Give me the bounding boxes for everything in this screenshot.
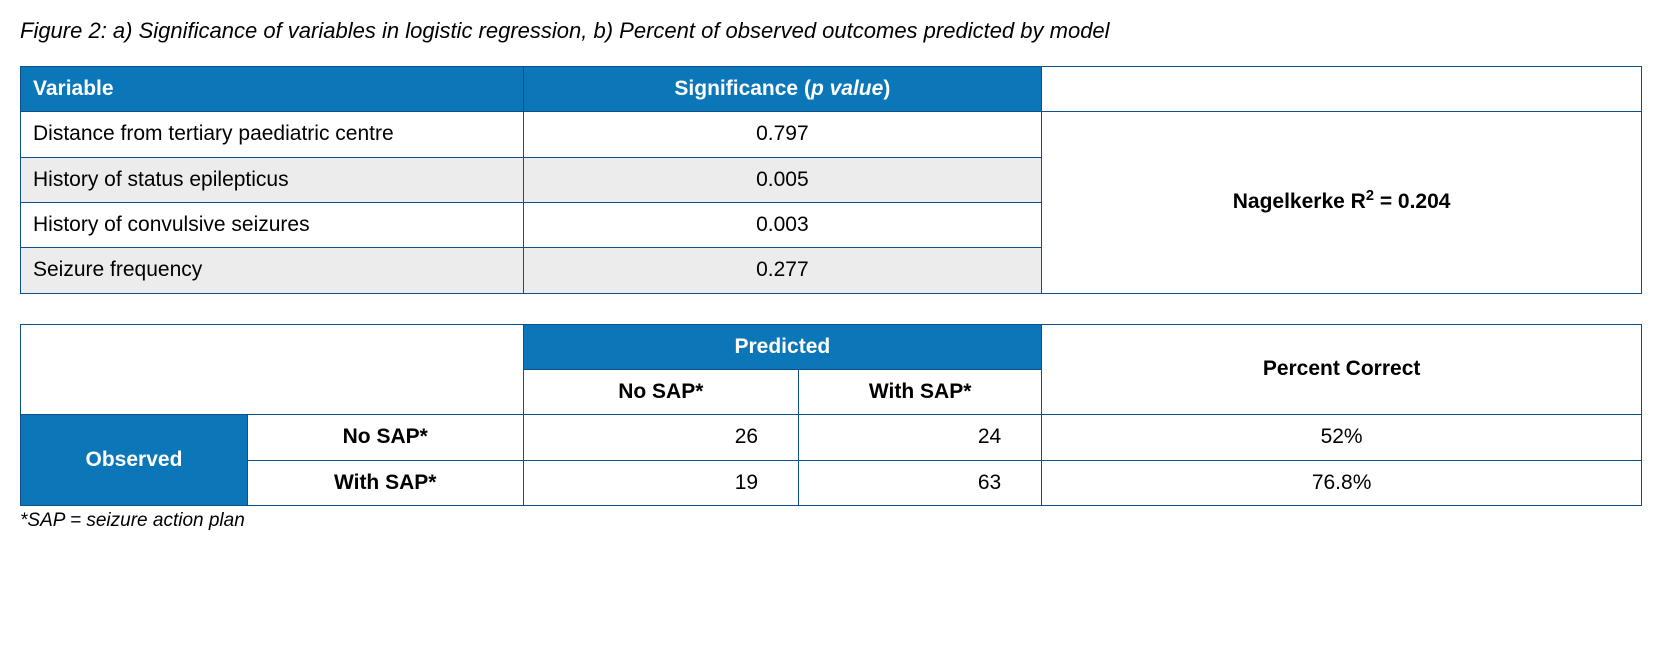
cell-pct: 52% (1042, 415, 1642, 460)
variable-cell: Seizure frequency (21, 248, 524, 293)
variable-cell: Distance from tertiary paediatric centre (21, 112, 524, 157)
col-header-percent-correct: Percent Correct (1042, 324, 1642, 415)
nagelkerke-sup: 2 (1366, 188, 1374, 204)
blank-corner (21, 324, 524, 415)
figure-caption: Figure 2: a) Significance of variables i… (20, 18, 1642, 44)
variable-cell: History of convulsive seizures (21, 203, 524, 248)
cell-no-sap: 26 (523, 415, 799, 460)
table-row: Observed No SAP* 26 24 52% (21, 415, 1642, 460)
cell-with-sap: 63 (799, 460, 1042, 505)
row-header-observed: Observed (21, 415, 248, 506)
nagelkerke-suffix: = 0.204 (1374, 190, 1450, 213)
pvalue-cell: 0.797 (523, 112, 1042, 157)
col-header-significance-prefix: Significance ( (674, 77, 811, 100)
classification-table: Predicted Percent Correct No SAP* With S… (20, 324, 1642, 506)
col-header-blank (1042, 67, 1642, 112)
col-header-significance: Significance (p value) (523, 67, 1042, 112)
significance-table: Variable Significance (p value) Distance… (20, 66, 1642, 294)
col-header-significance-suffix: ) (883, 77, 890, 100)
col-subheader-no-sap: No SAP* (523, 370, 799, 415)
table-row: Distance from tertiary paediatric centre… (21, 112, 1642, 157)
footnote: *SAP = seizure action plan (20, 510, 1642, 532)
pvalue-cell: 0.005 (523, 157, 1042, 202)
table-row: With SAP* 19 63 76.8% (21, 460, 1642, 505)
cell-pct: 76.8% (1042, 460, 1642, 505)
col-subheader-with-sap: With SAP* (799, 370, 1042, 415)
pvalue-cell: 0.277 (523, 248, 1042, 293)
pvalue-cell: 0.003 (523, 203, 1042, 248)
col-header-significance-em: p value (811, 77, 883, 100)
cell-no-sap: 19 (523, 460, 799, 505)
row-label: With SAP* (247, 460, 523, 505)
table-header-row: Variable Significance (p value) (21, 67, 1642, 112)
col-header-variable: Variable (21, 67, 524, 112)
nagelkerke-prefix: Nagelkerke R (1233, 190, 1366, 213)
nagelkerke-cell: Nagelkerke R2 = 0.204 (1042, 112, 1642, 293)
row-label: No SAP* (247, 415, 523, 460)
col-header-predicted: Predicted (523, 324, 1042, 369)
cell-with-sap: 24 (799, 415, 1042, 460)
table-header-row: Predicted Percent Correct (21, 324, 1642, 369)
variable-cell: History of status epilepticus (21, 157, 524, 202)
